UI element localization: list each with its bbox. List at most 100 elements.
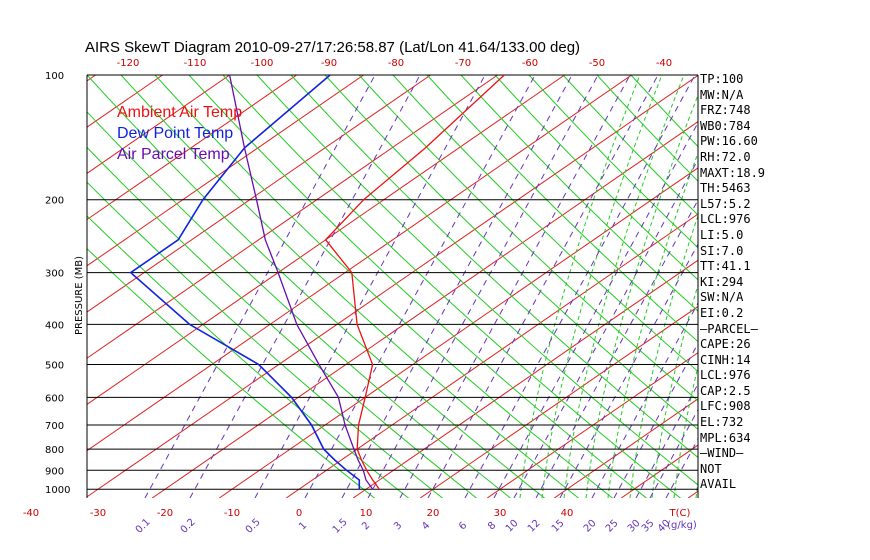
isotherm-line	[352, 259, 698, 498]
isotherm-line	[151, 121, 698, 498]
mixing-ratio-line	[513, 158, 698, 498]
ambient-air-temp-line	[324, 75, 505, 490]
index-value: CAP:2.5	[700, 383, 751, 398]
index-value: FRZ:748	[700, 103, 751, 118]
stability-indices-panel: TP:100 MW:N/A FRZ:748 WB0:784 PW:16.60 RH:72.…	[700, 72, 870, 493]
dry-adiabat-line	[120, 75, 580, 498]
index-value: L57:5.2	[700, 196, 751, 211]
top-temp-tick-label: -60	[522, 58, 538, 69]
dry-adiabat-line	[494, 75, 698, 281]
mixing-ratio-line	[635, 382, 698, 498]
dry-adiabat-line	[324, 75, 698, 431]
index-value: KI:294	[700, 274, 744, 289]
isotherm-line	[486, 352, 698, 498]
dew-point-temp-line	[129, 75, 361, 490]
bottom-temp-tick-label: -10	[224, 508, 240, 519]
mixing-ratio-label: 15	[550, 518, 567, 535]
mixing-ratio-label: 20	[582, 518, 599, 535]
top-temp-tick-label: -80	[388, 58, 404, 69]
index-value: LI:5.0	[700, 227, 744, 242]
isotherm-line	[285, 213, 698, 498]
chart-title: AIRS SkewT Diagram 2010-09-27/17:26:58.8…	[85, 39, 580, 56]
index-value: MAXT:18.9	[700, 165, 766, 180]
legend-ambient-air-temp: Ambient Air Temp	[117, 104, 242, 121]
mixing-ratio-line	[613, 342, 698, 498]
pressure-tick-label: 900	[45, 466, 64, 477]
top-temp-tick-label: -70	[455, 58, 471, 69]
bottom-temp-tick-label: 0	[296, 508, 302, 519]
dry-adiabat-line	[87, 248, 376, 498]
mixing-ratio-label: 6	[457, 520, 469, 532]
index-value: EL:732	[700, 415, 744, 430]
mixing-ratio-label: 8	[486, 520, 498, 532]
pressure-tick-label: 700	[45, 421, 64, 432]
legend-air-parcel-temp: Air Parcel Temp	[117, 146, 230, 163]
index-value: —PARCEL—	[700, 321, 758, 336]
mixing-ratio-label: 1.5	[331, 517, 350, 536]
dry-adiabat-line	[87, 146, 478, 498]
mixing-ratio-label: 0.2	[179, 517, 198, 536]
mixing-ratio-line	[189, 75, 421, 498]
isotherm-line	[87, 75, 364, 267]
dry-adiabat-line	[256, 75, 698, 486]
index-value: —WIND—	[700, 446, 744, 461]
index-value: LCL:976	[700, 368, 751, 383]
index-value: AVAIL	[700, 477, 737, 492]
mixing-ratio-line	[591, 302, 698, 498]
index-value: TH:5463	[700, 181, 751, 196]
pressure-tick-label: 600	[45, 393, 64, 404]
top-temp-tick-label: -40	[656, 58, 672, 69]
isotherm-line	[87, 75, 230, 174]
dry-adiabat-line	[222, 75, 682, 498]
top-temp-tick-label: -50	[589, 58, 605, 69]
isotherm-line	[87, 75, 297, 221]
mixing-ratio-label: 1	[297, 520, 309, 532]
mixing-ratio-line	[493, 121, 698, 498]
isotherm-line	[87, 75, 498, 359]
dry-adiabat-line	[630, 75, 698, 148]
temp-unit-label: T(C)	[669, 508, 691, 519]
isotherm-line	[87, 75, 632, 452]
bottom-temp-tick-label: -40	[23, 508, 39, 519]
mixing-ratio-line	[367, 75, 599, 498]
mixing-ratio-line	[341, 75, 573, 498]
index-value: WB0:784	[700, 118, 751, 133]
y-axis-label: PRESSURE (MB)	[74, 256, 85, 335]
index-value: RH:72.0	[700, 149, 751, 164]
mixing-ratio-label: 4	[420, 520, 432, 532]
mixing-ratio-line	[144, 75, 376, 498]
mixing-ratio-line	[399, 75, 631, 498]
dry-adiabat-line	[87, 215, 410, 498]
top-temp-tick-label: -120	[117, 58, 140, 69]
mixing-ratio-label: 10	[504, 518, 521, 535]
top-temp-tick-label: -100	[251, 58, 274, 69]
mixing-ratio-line	[427, 75, 659, 498]
pressure-tick-label: 1000	[45, 485, 70, 496]
mixing-ratio-label: 2	[360, 520, 372, 532]
isotherm-line	[419, 305, 698, 498]
mixing-ratio-label: 12	[526, 518, 543, 535]
dry-adiabat-line	[154, 75, 614, 498]
mixing-ratio-line	[304, 75, 536, 498]
mixing-ratio-unit-label: (g/kg)	[667, 520, 697, 531]
pressure-tick-label: 400	[45, 320, 64, 331]
mixing-ratio-line	[559, 243, 698, 498]
mixing-ratio-line	[535, 199, 698, 498]
isotherm-line	[553, 398, 698, 498]
dry-adiabat-line	[87, 111, 512, 498]
index-value: LFC:908	[700, 399, 751, 414]
bottom-temp-tick-label: -20	[157, 508, 173, 519]
dry-adiabat-line	[290, 75, 698, 459]
bottom-temp-tick-label: 30	[494, 508, 507, 519]
dry-adiabat-line	[426, 75, 698, 343]
index-value: MW:N/A	[700, 87, 744, 102]
bottom-temp-tick-label: 20	[427, 508, 440, 519]
dry-adiabat-line	[596, 75, 698, 182]
pressure-tick-label: 300	[45, 269, 64, 280]
top-temp-tick-label: -90	[321, 58, 337, 69]
bottom-temp-tick-label: -30	[90, 508, 106, 519]
mixing-ratio-label: 0.5	[244, 517, 263, 536]
top-temp-tick-label: -110	[184, 58, 207, 69]
